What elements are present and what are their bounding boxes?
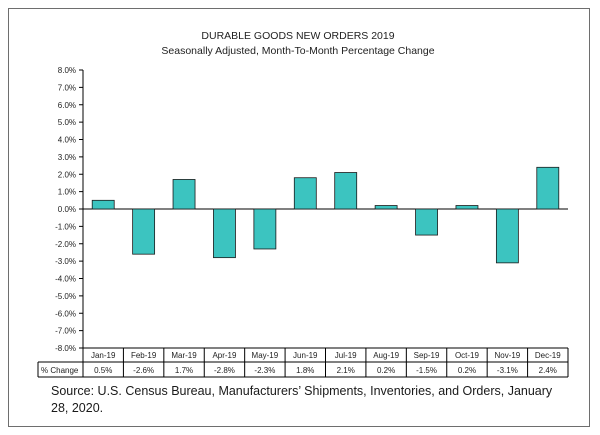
chart-frame: [8, 8, 590, 427]
y-tick-label: -5.0%: [55, 292, 76, 301]
source-note: Source: U.S. Census Bureau, Manufacturer…: [51, 384, 553, 415]
bar-mar-19: [172, 179, 196, 210]
value-label: -3.1%: [497, 366, 518, 375]
data-table: % Change Jan-19 0.5% Feb-19 -2.6% Mar-19 1.7% A…: [37, 347, 569, 378]
y-tick-label: -4.0%: [55, 275, 76, 284]
y-tick-label: -1.0%: [55, 222, 76, 231]
category-label: Mar-19: [171, 351, 197, 360]
bar-jun-19: [293, 177, 317, 210]
y-tick-label: 7.0%: [58, 83, 76, 92]
value-label: 2.4%: [539, 366, 557, 375]
bar-jan-19: [91, 199, 115, 210]
y-tick-label: 5.0%: [58, 118, 76, 127]
y-tick-label: 8.0%: [58, 66, 76, 75]
y-tick-label: -8.0%: [55, 344, 76, 353]
durable-goods-chart: DURABLE GOODS NEW ORDERS 2019 Seasonally…: [37, 30, 569, 378]
y-tick-label: -6.0%: [55, 309, 76, 318]
bar-oct-19: [455, 205, 479, 210]
value-label: 1.8%: [296, 366, 314, 375]
category-label: May-19: [252, 351, 279, 360]
bar-nov-19: [495, 208, 519, 264]
value-label: 2.1%: [337, 366, 355, 375]
category-label: Nov-19: [494, 351, 520, 360]
value-label: 1.7%: [175, 366, 193, 375]
value-label: -2.8%: [214, 366, 235, 375]
value-label: 0.2%: [377, 366, 395, 375]
category-label: Oct-19: [455, 351, 480, 360]
category-label: Jan-19: [91, 351, 116, 360]
bar-jul-19: [334, 172, 358, 210]
series-label: % Change: [41, 366, 79, 375]
y-tick-label: 0.0%: [58, 205, 76, 214]
y-tick-label: 6.0%: [58, 101, 76, 110]
category-label: Jul-19: [335, 351, 357, 360]
category-label: Aug-19: [373, 351, 399, 360]
bar-dec-19: [536, 166, 560, 210]
chart-title: DURABLE GOODS NEW ORDERS 2019: [201, 30, 394, 42]
y-tick-label: -2.0%: [55, 240, 76, 249]
chart-axes: 8.0% 7.0% 6.0% 5.0% 4.0% 3.0% 2.0% 1.0% 0.0% -1.0…: [55, 66, 568, 353]
y-tick-label: -3.0%: [55, 257, 76, 266]
bar-apr-19: [213, 208, 236, 259]
category-label: Apr-19: [212, 351, 237, 360]
value-label: -2.3%: [254, 366, 275, 375]
value-label: 0.5%: [94, 366, 112, 375]
chart-subtitle: Seasonally Adjusted, Month-To-Month Perc…: [161, 45, 434, 57]
chart-bars: [91, 166, 560, 264]
bar-may-19: [253, 208, 277, 250]
y-tick-label: 1.0%: [58, 188, 76, 197]
category-label: Dec-19: [535, 351, 561, 360]
bar-feb-19: [132, 208, 156, 255]
y-tick-label: 4.0%: [58, 136, 76, 145]
value-label: 0.2%: [458, 366, 476, 375]
y-tick-label: 3.0%: [58, 153, 76, 162]
category-label: Feb-19: [131, 351, 157, 360]
bar-sep-19: [415, 208, 438, 236]
y-tick-label: 2.0%: [58, 170, 76, 179]
bar-aug-19: [374, 205, 398, 210]
category-label: Sep-19: [414, 351, 440, 360]
value-label: -2.6%: [133, 366, 154, 375]
category-label: Jun-19: [293, 351, 318, 360]
value-label: -1.5%: [416, 366, 437, 375]
y-tick-label: -7.0%: [55, 327, 76, 336]
